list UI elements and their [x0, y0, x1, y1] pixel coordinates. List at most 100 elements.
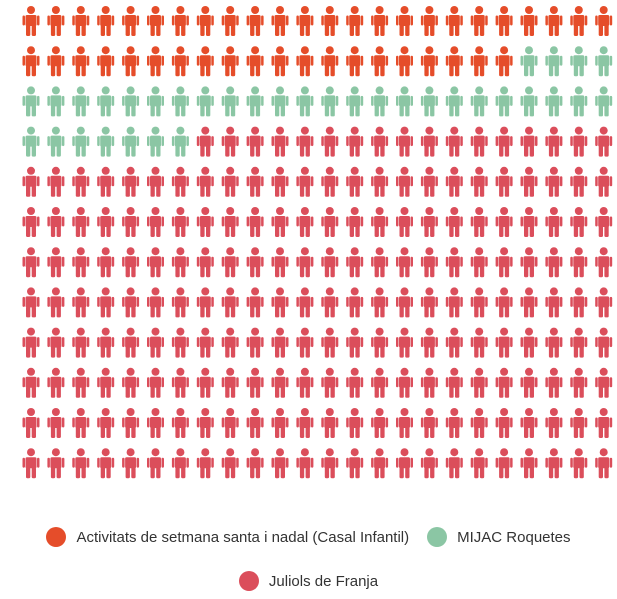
- person-icon: [396, 86, 413, 117]
- person-icon: [545, 287, 563, 318]
- person-icon: [296, 408, 314, 438]
- person-icon: [221, 408, 239, 438]
- person-icon: [495, 367, 513, 398]
- person-icon: [47, 367, 65, 398]
- person-icon: [196, 408, 214, 438]
- person-icon: [470, 367, 488, 398]
- person-icon: [147, 207, 164, 237]
- legend-item-mijac-roquetes[interactable]: MIJAC Roquetes: [427, 527, 571, 547]
- person-icon: [72, 207, 90, 237]
- person-icon: [595, 367, 613, 398]
- person-icon: [47, 126, 65, 157]
- person-icon: [595, 448, 613, 479]
- person-icon: [545, 367, 563, 398]
- person-icon: [271, 86, 289, 117]
- icon-grid: [22, 6, 613, 479]
- person-icon: [445, 247, 463, 278]
- person-icon: [246, 327, 264, 358]
- person-icon: [420, 367, 438, 398]
- legend-swatch: [427, 527, 448, 547]
- person-icon: [296, 126, 314, 157]
- person-icon: [171, 327, 189, 358]
- person-icon: [97, 327, 115, 358]
- person-icon: [520, 327, 538, 358]
- person-icon: [97, 367, 115, 398]
- person-icon: [196, 46, 214, 77]
- legend-swatch: [46, 527, 67, 547]
- person-icon: [171, 448, 189, 479]
- person-icon: [321, 287, 339, 318]
- person-icon: [470, 86, 488, 117]
- person-icon: [221, 287, 239, 318]
- person-icon: [72, 166, 90, 197]
- person-icon: [570, 408, 588, 438]
- person-icon: [296, 448, 314, 479]
- person-icon: [545, 126, 563, 157]
- person-icon: [246, 287, 264, 318]
- person-icon: [520, 126, 538, 157]
- person-icon: [520, 247, 538, 278]
- person-icon: [122, 126, 140, 157]
- person-icon: [420, 207, 438, 237]
- legend-row-2: Juliols de Franja: [0, 571, 617, 591]
- person-icon: [171, 166, 189, 197]
- person-icon: [595, 408, 613, 438]
- person-icon: [97, 247, 115, 278]
- person-icon: [122, 448, 140, 479]
- person-icon: [545, 6, 563, 36]
- person-icon: [147, 367, 164, 398]
- person-icon: [346, 207, 364, 237]
- legend-item-casal-infantil[interactable]: Activitats de setmana santa i nadal (Cas…: [46, 527, 409, 547]
- person-icon: [246, 408, 264, 438]
- person-icon: [520, 166, 538, 197]
- person-icon: [122, 166, 140, 197]
- person-icon: [396, 448, 413, 479]
- person-icon: [246, 6, 264, 36]
- person-icon: [72, 247, 90, 278]
- person-icon: [22, 327, 40, 358]
- person-icon: [296, 46, 314, 77]
- person-icon: [47, 408, 65, 438]
- person-icon: [371, 408, 389, 438]
- person-icon: [346, 86, 364, 117]
- person-icon: [470, 166, 488, 197]
- person-icon: [470, 247, 488, 278]
- person-icon: [545, 207, 563, 237]
- person-icon: [595, 86, 613, 117]
- person-icon: [22, 408, 40, 438]
- person-icon: [520, 86, 538, 117]
- legend-item-juliols-de-franja[interactable]: Juliols de Franja: [238, 571, 378, 591]
- person-icon: [72, 86, 90, 117]
- person-icon: [97, 46, 115, 77]
- person-icon: [321, 207, 339, 237]
- person-icon: [396, 207, 413, 237]
- person-icon: [72, 408, 90, 438]
- person-icon: [371, 46, 389, 77]
- person-icon: [22, 166, 40, 197]
- person-icon: [97, 166, 115, 197]
- person-icon: [246, 166, 264, 197]
- person-icon: [296, 367, 314, 398]
- person-icon: [520, 287, 538, 318]
- person-icon: [396, 46, 413, 77]
- person-icon: [196, 86, 214, 117]
- person-icon: [22, 207, 40, 237]
- person-icon: [495, 126, 513, 157]
- person-icon: [196, 207, 214, 237]
- person-icon: [296, 247, 314, 278]
- person-icon: [470, 6, 488, 36]
- person-icon: [595, 6, 613, 36]
- person-icon: [196, 448, 214, 479]
- person-icon: [246, 247, 264, 278]
- person-icon: [495, 287, 513, 318]
- person-icon: [22, 367, 40, 398]
- person-icon: [147, 247, 164, 278]
- person-icon: [570, 46, 588, 77]
- person-icon: [346, 46, 364, 77]
- person-icon: [545, 408, 563, 438]
- person-icon: [72, 448, 90, 479]
- person-icon: [545, 46, 563, 77]
- person-icon: [271, 327, 289, 358]
- person-icon: [595, 166, 613, 197]
